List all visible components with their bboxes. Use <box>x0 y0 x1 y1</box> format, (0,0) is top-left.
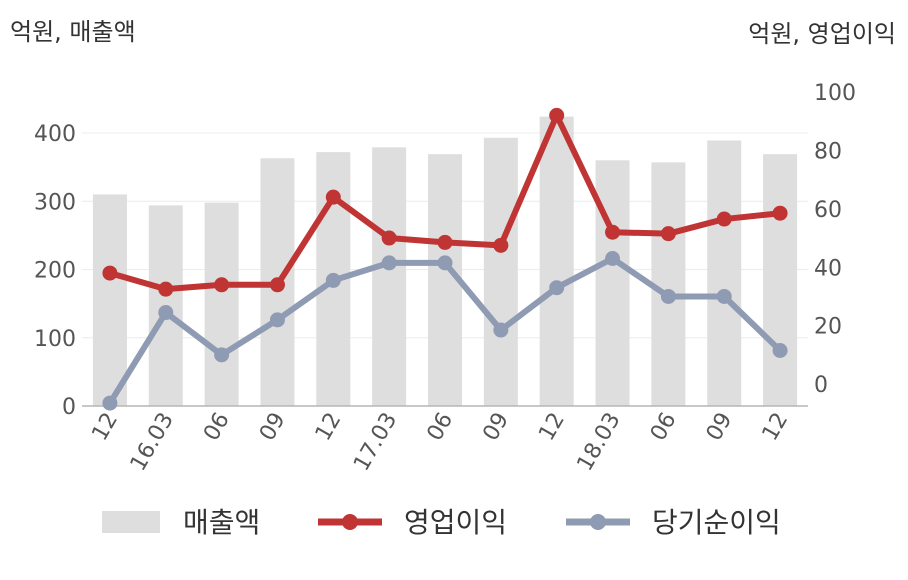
point-net-income <box>437 255 453 271</box>
point-operating-profit <box>269 277 285 293</box>
legend-label-net-income: 당기순이익 <box>652 506 781 539</box>
point-net-income <box>325 272 341 288</box>
x-axis-tick-label: 16.03 <box>126 409 179 476</box>
point-operating-profit <box>716 211 732 227</box>
point-net-income <box>493 322 509 338</box>
bar-revenue <box>204 202 239 406</box>
point-operating-profit <box>214 277 230 293</box>
point-net-income <box>269 312 285 328</box>
x-axis-ticks: 12 16.03 06 09 12 17.03 06 09 12 18.03 06 09 12 <box>87 409 793 476</box>
right-axis-ticks: 0 20 40 60 80 100 <box>814 81 856 398</box>
point-net-income <box>102 395 118 411</box>
x-axis-tick-label: 12 <box>87 409 123 446</box>
point-net-income <box>549 280 565 296</box>
point-operating-profit <box>102 265 118 281</box>
bar-revenue <box>372 147 407 406</box>
legend-marker-operating-profit <box>342 514 358 530</box>
bar-revenue <box>595 160 630 406</box>
legend-label-revenue: 매출액 <box>183 506 260 539</box>
point-operating-profit <box>772 205 788 221</box>
right-axis-tick-label: 100 <box>814 81 856 106</box>
bar-revenue <box>763 154 798 406</box>
right-axis-tick-label: 80 <box>814 139 842 164</box>
point-operating-profit <box>325 189 341 205</box>
x-axis-tick-label: 17.03 <box>349 409 402 476</box>
point-operating-profit <box>605 224 621 240</box>
legend: 매출액 영업이익 당기순이익 <box>102 506 781 539</box>
point-net-income <box>214 347 230 363</box>
point-operating-profit <box>437 234 453 250</box>
bar-revenue <box>92 194 127 406</box>
left-axis-tick-label: 400 <box>34 122 76 147</box>
point-operating-profit <box>493 237 509 253</box>
bar-revenue <box>539 116 574 407</box>
point-net-income <box>772 343 788 359</box>
bar-revenue <box>483 137 518 406</box>
point-net-income <box>158 305 174 321</box>
point-operating-profit <box>660 226 676 242</box>
legend-label-operating-profit: 영업이익 <box>404 506 507 539</box>
line-series <box>102 107 788 411</box>
legend-marker-net-income <box>590 514 606 530</box>
point-operating-profit <box>158 281 174 297</box>
point-net-income <box>716 288 732 304</box>
right-axis-tick-label: 20 <box>814 315 842 340</box>
left-axis-unit-label: 억원, 매출액 <box>10 18 136 46</box>
right-axis-tick-label: 40 <box>814 256 842 281</box>
bar-revenue <box>707 140 742 406</box>
bar-revenue <box>651 162 686 406</box>
point-net-income <box>605 250 621 266</box>
left-axis-tick-label: 300 <box>34 190 76 215</box>
x-axis-tick-label: 09 <box>478 409 514 446</box>
x-axis-tick-label: 12 <box>534 409 570 446</box>
x-axis-tick-label: 06 <box>199 409 235 446</box>
left-axis-tick-label: 200 <box>34 259 76 284</box>
legend-swatch-revenue <box>102 511 160 533</box>
x-axis-tick-label: 18.03 <box>573 409 626 476</box>
x-axis-tick-label: 09 <box>702 409 738 446</box>
x-axis-tick-label: 06 <box>646 409 682 446</box>
right-axis-tick-label: 60 <box>814 198 842 223</box>
left-axis-ticks: 0 100 200 300 400 <box>34 122 76 420</box>
left-axis-tick-label: 0 <box>62 395 76 420</box>
point-net-income <box>660 288 676 304</box>
right-axis-unit-label: 억원, 영업이익 <box>748 20 896 48</box>
left-axis-tick-label: 100 <box>34 327 76 352</box>
x-axis-tick-label: 12 <box>758 409 794 446</box>
point-operating-profit <box>549 107 565 123</box>
x-axis-tick-label: 12 <box>311 409 347 446</box>
x-axis-tick-label: 06 <box>423 409 459 446</box>
point-net-income <box>381 255 397 271</box>
point-operating-profit <box>381 230 397 246</box>
right-axis-tick-label: 0 <box>814 373 828 398</box>
x-axis-tick-label: 09 <box>255 409 291 446</box>
